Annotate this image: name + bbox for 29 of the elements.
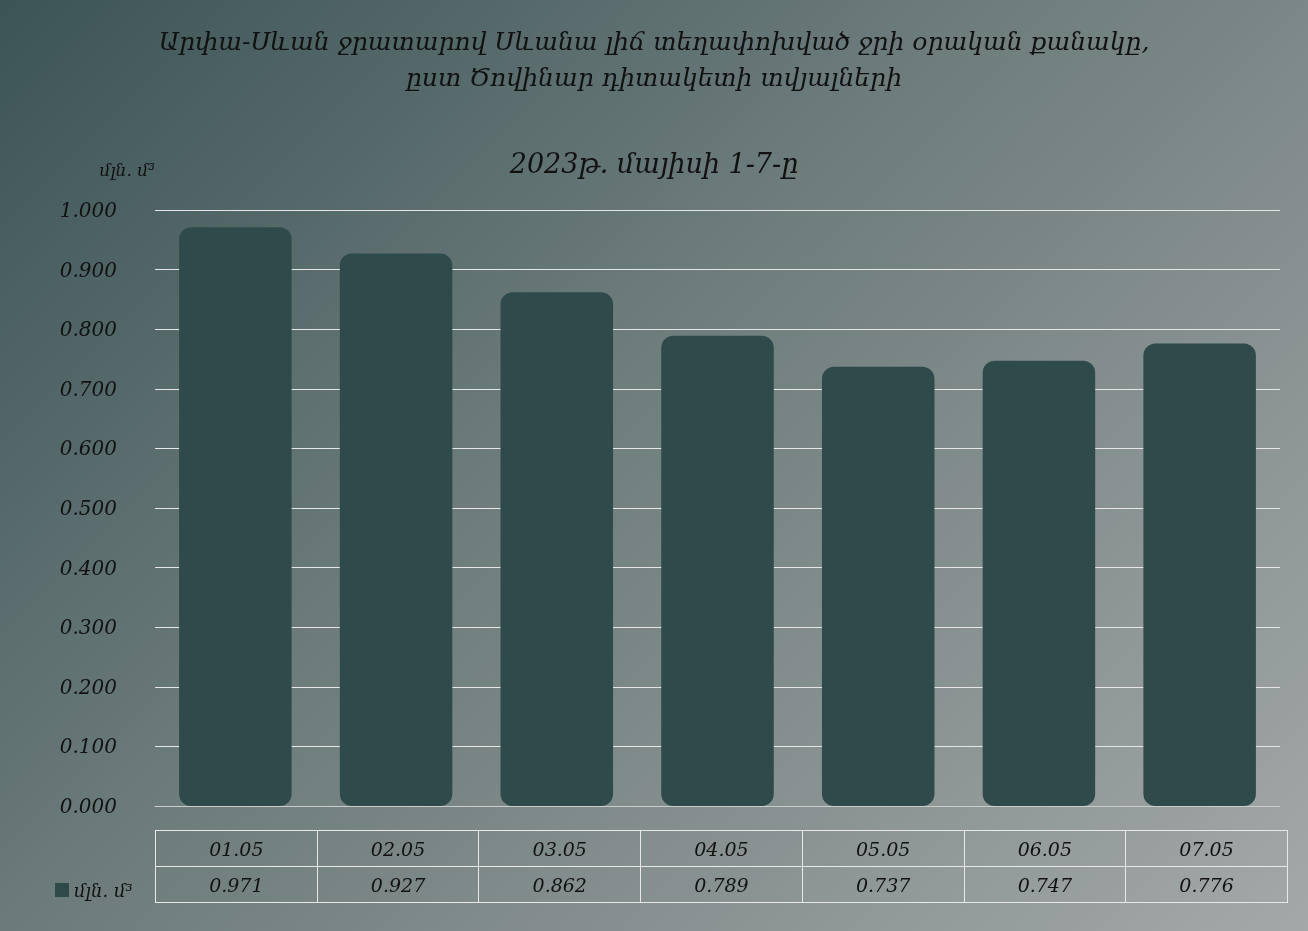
y-tick-label: 0.000 — [59, 794, 118, 818]
x-tick-label: 05.05 — [802, 830, 965, 867]
y-tick-label: 0.400 — [59, 555, 118, 580]
chart-title: Արփա-Սևան ջրատարով Սևանա լիճ տեղափոխված ջրի օրական քանակը, ըստ Ծովինար դիտակետի տվյալների — [158, 26, 1150, 92]
x-tick-label: 04.05 — [640, 830, 803, 867]
data-label: 0.737 — [802, 866, 965, 903]
x-tick-label: 06.05 — [964, 830, 1126, 867]
x-tick-label: 02.05 — [317, 830, 479, 867]
y-tick-label: 0.900 — [59, 257, 118, 282]
y-tick-label: 0.800 — [59, 317, 118, 342]
x-tick-label: 03.05 — [478, 830, 641, 867]
y-tick-label: 0.100 — [59, 734, 118, 759]
data-label: 0.971 — [155, 866, 318, 903]
data-label: 0.862 — [478, 866, 641, 903]
y-tick-label: 1.000 — [59, 198, 118, 222]
data-label: 0.789 — [640, 866, 803, 903]
data-label: 0.747 — [964, 866, 1126, 903]
y-tick-label: 0.500 — [59, 496, 118, 520]
x-tick-label: 01.05 — [155, 830, 318, 867]
y-tick-label: 0.700 — [59, 376, 118, 401]
legend-label: մլն. մ³ — [74, 879, 133, 901]
x-tick-label: 07.05 — [1125, 830, 1288, 867]
y-tick-label: 0.600 — [59, 436, 118, 461]
y-tick-label: 0.300 — [59, 615, 118, 640]
data-label: 0.776 — [1125, 866, 1288, 903]
data-label: 0.927 — [317, 866, 479, 903]
y-tick-label: 0.200 — [59, 674, 118, 699]
y-axis-title: մլն. մ³ — [99, 159, 156, 180]
chart-subtitle: 2023թ. մայիսի 1-7-ը — [508, 148, 799, 179]
